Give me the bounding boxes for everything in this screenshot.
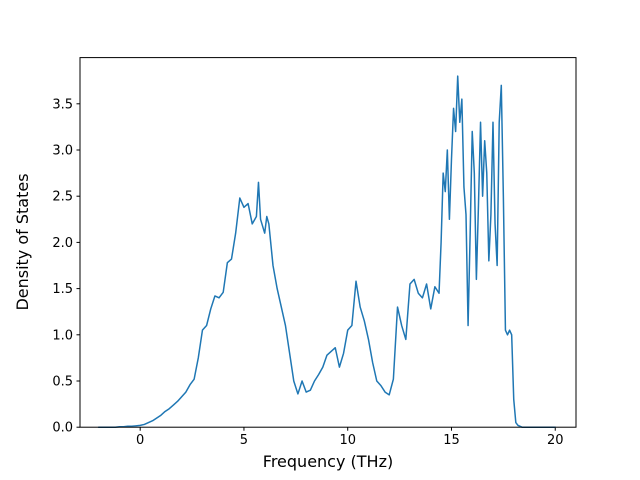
- y-tick-label: 0.5: [52, 375, 73, 390]
- x-tick-label: 20: [547, 433, 564, 448]
- y-axis-label: Density of States: [13, 173, 32, 310]
- y-tick-label: 3.5: [52, 97, 73, 112]
- axes-spines: [79, 57, 577, 428]
- y-tick-label: 1.5: [52, 282, 73, 297]
- data-series: [97, 75, 556, 428]
- y-tick-label: 2.5: [52, 190, 73, 205]
- x-axis-label: Frequency (THz): [263, 452, 393, 471]
- x-tick-label: 15: [443, 433, 460, 448]
- x-tick-label: 5: [240, 433, 248, 448]
- x-axis-ticks: 0 5 10 15 20: [136, 427, 564, 448]
- dos-line: [97, 75, 556, 428]
- y-tick-label: 3.0: [52, 144, 73, 159]
- x-tick-label: 0: [136, 433, 144, 448]
- y-tick-label: 2.0: [52, 236, 73, 251]
- y-tick-label: 1.0: [52, 328, 73, 343]
- plot-area: [80, 57, 576, 428]
- y-tick-label: 0.0: [52, 421, 73, 436]
- x-tick-label: 10: [339, 433, 356, 448]
- y-axis-ticks: 0.0 0.5 1.0 1.5 2.0 2.5 3.0 3.5: [52, 97, 80, 436]
